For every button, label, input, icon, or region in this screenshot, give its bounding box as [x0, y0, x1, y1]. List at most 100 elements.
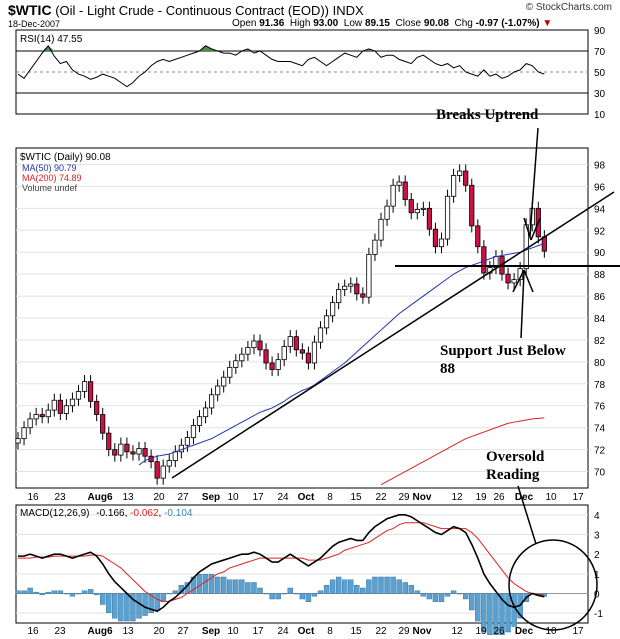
macd-histogram-bar	[81, 590, 88, 594]
price-candle	[311, 341, 318, 364]
macd-histogram-bar	[475, 593, 481, 622]
price-candle	[112, 449, 118, 456]
stockcharts-logo: © StockCharts.com	[525, 2, 612, 13]
price-tick-label: 78	[594, 380, 606, 391]
price-legend: $WTIC (Daily) 90.08	[20, 152, 111, 163]
price-candle	[124, 443, 130, 453]
rsi-tick-label: 70	[594, 47, 606, 58]
price-candle	[432, 228, 439, 248]
macd-histogram-bar	[154, 593, 160, 611]
price-candle	[100, 414, 106, 434]
price-candle	[475, 225, 481, 248]
close-value: 90.08	[423, 18, 449, 29]
ma200-line	[380, 417, 545, 486]
x-tick-label: 8	[327, 492, 333, 503]
price-candle	[457, 170, 463, 176]
oversold-circle	[508, 539, 598, 631]
macd-histogram-bar	[432, 593, 439, 602]
rsi-tick-label: 50	[594, 68, 606, 79]
macd-histogram-bar	[390, 576, 396, 594]
macd-histogram-bar	[329, 579, 336, 594]
x-tick-label: Aug6	[88, 492, 113, 503]
macd-histogram-bar	[148, 593, 154, 613]
price-candle	[366, 253, 372, 298]
macd-histogram-bar	[130, 593, 136, 622]
macd-histogram-bar	[493, 593, 499, 635]
macd-histogram-bar	[257, 587, 263, 594]
price-candle	[257, 340, 263, 351]
macd-histogram-bar	[172, 590, 179, 594]
macd-legend-macd: -0.166	[96, 508, 125, 519]
price-candle	[420, 207, 426, 210]
macd-histogram-bar	[239, 579, 245, 594]
macd-histogram-bar	[426, 593, 433, 600]
price-candle	[57, 399, 63, 414]
macd-histogram-bar	[469, 593, 475, 611]
x-tick-label: 17	[252, 492, 264, 503]
price-candle	[263, 349, 269, 364]
x-tick-label: 22	[375, 492, 387, 503]
x-tick-label: 15	[350, 492, 362, 503]
ma200-legend: MA(200) 74.89	[22, 173, 82, 183]
macd-histogram-bar	[487, 593, 493, 635]
x-tick-label: 17	[252, 626, 264, 637]
x-tick-label: 16	[27, 626, 39, 637]
macd-histogram-bar	[342, 579, 348, 594]
macd-histogram-bar	[233, 579, 239, 594]
macd-histogram-bar	[75, 593, 82, 595]
price-candle	[469, 184, 475, 227]
price-candle	[208, 394, 215, 409]
macd-histogram-bar	[99, 593, 106, 605]
x-tick-label: 19	[475, 492, 487, 503]
macd-histogram-bar	[402, 582, 408, 594]
x-tick-label: 22	[375, 626, 387, 637]
price-candle	[354, 283, 360, 295]
price-candle	[505, 273, 511, 284]
x-tick-label: 26	[493, 626, 505, 637]
macd-legend-hist: -0.104	[164, 508, 193, 519]
x-tick-label: 20	[153, 626, 165, 637]
macd-tick-label: 4	[594, 511, 600, 522]
price-candle	[281, 346, 287, 361]
chg-value: -0.97 (-1.07%)	[475, 18, 540, 29]
price-tick-label: 76	[594, 402, 606, 413]
rsi-legend: RSI(14) 47.55	[20, 34, 83, 45]
price-candle	[372, 239, 378, 255]
x-tick-label: Sep	[202, 626, 220, 637]
price-candle	[118, 443, 124, 456]
chart-date: 18-Dec-2007	[8, 19, 61, 29]
price-candle	[414, 209, 420, 214]
price-tick-label: 72	[594, 446, 606, 457]
macd-histogram-bar	[245, 582, 251, 594]
macd-histogram-bar	[45, 591, 51, 594]
macd-histogram-bar	[456, 593, 463, 595]
macd-histogram-bar	[251, 582, 257, 594]
macd-histogram-bar	[450, 590, 457, 594]
macd-histogram-bar	[335, 576, 342, 594]
price-candle	[190, 425, 197, 438]
annotation-support: Support Just Below	[440, 343, 566, 359]
macd-histogram-bar	[57, 590, 64, 594]
x-tick-label: 23	[54, 626, 66, 637]
x-tick-label: 13	[122, 626, 134, 637]
macd-histogram-bar	[299, 593, 306, 600]
macd-tick-label: -1	[594, 609, 603, 620]
x-tick-label: 12	[451, 492, 463, 503]
breaks-arrowhead-left	[523, 217, 532, 241]
price-tick-label: 88	[594, 270, 606, 281]
price-candle	[348, 283, 354, 287]
open-label: Open	[232, 18, 257, 29]
oversold-pointer	[517, 485, 537, 545]
macd-histogram-bar	[281, 593, 287, 595]
x-tick-label: Dec	[515, 492, 534, 503]
macd-histogram-bar	[21, 590, 27, 594]
low-label: Low	[343, 18, 363, 29]
price-candle	[106, 432, 112, 451]
macd-line	[18, 514, 545, 613]
price-candle	[45, 409, 51, 418]
rsi-line	[17, 44, 545, 88]
price-tick-label: 70	[594, 468, 606, 479]
macd-histogram-bar	[166, 593, 172, 595]
price-candle	[227, 366, 233, 378]
x-tick-label: 19	[475, 626, 487, 637]
